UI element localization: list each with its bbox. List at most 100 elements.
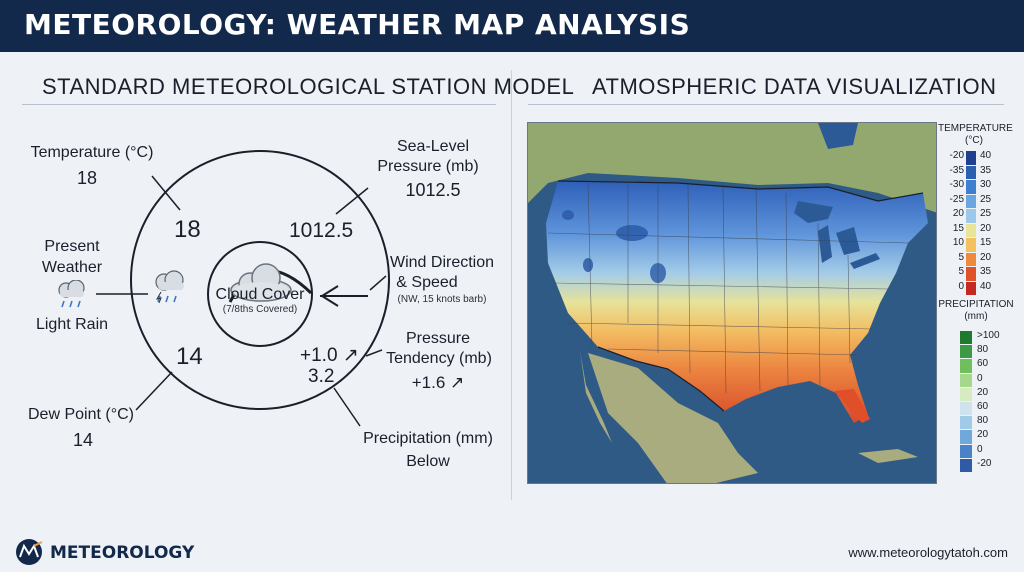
dewpoint-leader	[135, 371, 173, 411]
temp-legend-swatch	[966, 238, 976, 252]
temp-legend-swatch	[966, 267, 976, 281]
temp-legend-swatch	[966, 223, 976, 237]
precip-leader	[333, 387, 361, 427]
temp-legend-swatch	[966, 151, 976, 165]
mexico-land	[588, 353, 758, 483]
tendency-label-line2: Tendency (mb)	[386, 350, 492, 367]
temp-legend-left-label: -20	[949, 150, 964, 161]
station-circle	[130, 150, 390, 410]
temp-legend-title-line1: TEMPERATURE	[938, 123, 1013, 134]
station-model-diagram	[96, 150, 390, 427]
precip-label: Precipitation (mm)	[363, 430, 493, 447]
temp-legend-swatch	[966, 165, 976, 179]
wind-label-line2: & Speed	[396, 274, 458, 291]
dew-point-label: Dew Point (°C)	[28, 406, 134, 423]
tendency-leader	[365, 349, 383, 357]
wind-barb-icon	[320, 285, 368, 307]
temperature-label: Temperature (°C)	[30, 144, 154, 161]
precip-legend-title-line2: (mm)	[964, 311, 988, 322]
precip-legend-label: 20	[977, 429, 989, 441]
precip-legend-swatch	[960, 359, 972, 373]
temp-legend-left-label: 15	[952, 222, 964, 234]
precip-legend-label: >100	[977, 330, 1000, 341]
plot-dew-point: 14	[176, 343, 203, 370]
plot-pressure: 1012.5	[289, 219, 354, 242]
temp-legend-left-label: -30	[949, 179, 964, 190]
temp-legend-right-label: 15	[980, 237, 992, 248]
temp-legend-swatch	[966, 209, 976, 223]
florida	[834, 389, 870, 423]
footer-brand: METEOROLOGY	[50, 543, 195, 563]
temp-legend-left-label: 20	[952, 208, 964, 219]
lake-huron	[836, 227, 860, 255]
cloud-cover-sub: (7/8ths Covered)	[222, 304, 298, 315]
hudson-bay	[818, 123, 858, 149]
precip-value: Below	[406, 453, 450, 470]
present-weather-value: Light Rain	[35, 316, 109, 333]
station-model-title: STANDARD METEOROLOGICAL STATION MODEL	[42, 74, 575, 99]
weather-map-svg	[528, 123, 936, 483]
station-model-rule	[22, 104, 496, 105]
footer-url[interactable]: www.meteorologytatoh.com	[848, 545, 1008, 560]
weather-map	[527, 122, 937, 484]
plot-temperature: 18	[174, 216, 201, 243]
temp-legend-left-label: -25	[949, 193, 964, 205]
precip-legend-swatch	[960, 331, 972, 345]
precip-legend-label: 80	[977, 344, 989, 356]
page-title: METEOROLOGY: WEATHER MAP ANALYSIS	[24, 8, 691, 41]
temp-legend-right-label: 20	[980, 222, 992, 234]
present-weather-icon	[58, 280, 85, 308]
temp-legend-right-label: 30	[980, 179, 992, 190]
rain-symbol-icon	[155, 270, 184, 304]
temp-leader	[151, 175, 181, 211]
precip-legend-swatch	[960, 444, 972, 458]
tendency-value: +1.6 ↗	[411, 373, 465, 392]
plot-precip: 3.2	[308, 366, 335, 387]
temp-legend-swatch	[966, 180, 976, 194]
temp-legend-left-label: 5	[958, 251, 964, 263]
dew-point-value: 14	[72, 430, 94, 450]
temp-legend-swatch	[966, 281, 976, 295]
pressure-label-line2: Pressure (mb)	[377, 158, 479, 175]
pressure-label-line1: Sea-Level	[396, 138, 470, 155]
panel-divider	[511, 70, 512, 500]
usa-temperature-field	[546, 181, 928, 423]
precip-legend-label: 60	[977, 358, 989, 370]
temp-legend-left-label: 5	[958, 266, 964, 277]
temp-legend-right-label: 40	[980, 150, 992, 161]
plot-tendency: +1.0 ↗	[300, 345, 359, 366]
temp-legend-right-label: 25	[980, 208, 992, 219]
temp-legend-right-label: 40	[980, 280, 992, 292]
temp-legend-right-label: 25	[980, 193, 992, 205]
cloud-icon	[230, 263, 292, 302]
precip-legend-label: -20	[977, 457, 992, 469]
cloud-cover-label: Cloud Cover	[215, 286, 305, 303]
temp-legend-right-label: 35	[980, 266, 992, 277]
precip-legend-label: 80	[977, 415, 989, 427]
lake-michigan	[818, 225, 832, 263]
precip-legend-swatch	[960, 387, 972, 401]
precip-legend-label: 20	[977, 386, 989, 398]
precip-legend-swatch	[960, 373, 972, 387]
temp-legend-swatch	[966, 252, 976, 266]
temp-legend-left-label: 0	[958, 280, 964, 292]
visualization-title: ATMOSPHERIC DATA VISUALIZATION	[592, 74, 997, 99]
wind-label-line1: Wind Direction	[389, 254, 495, 271]
temp-legend-title-line2: (°C)	[965, 135, 983, 146]
temp-legend-left-label: 10	[952, 237, 964, 248]
lake-superior	[794, 201, 833, 223]
meteorology-logo-icon	[16, 539, 43, 565]
precip-legend-swatch	[960, 416, 972, 430]
present-weather-label-line2: Weather	[41, 259, 103, 276]
temp-legend-right-label: 20	[980, 251, 992, 263]
present-weather-label-line1: Present	[44, 238, 100, 255]
precip-legend-swatch	[960, 345, 972, 359]
wind-sub: (NW, 15 knots barb)	[397, 294, 487, 305]
precip-legend-label: 0	[977, 372, 983, 384]
header-bar: METEOROLOGY: WEATHER MAP ANALYSIS	[0, 0, 1024, 52]
cuba	[858, 449, 918, 463]
lake-erie	[850, 253, 880, 269]
pressure-leader	[335, 187, 369, 215]
visualization-rule	[528, 104, 1004, 105]
precip-legend-swatch	[960, 430, 972, 444]
